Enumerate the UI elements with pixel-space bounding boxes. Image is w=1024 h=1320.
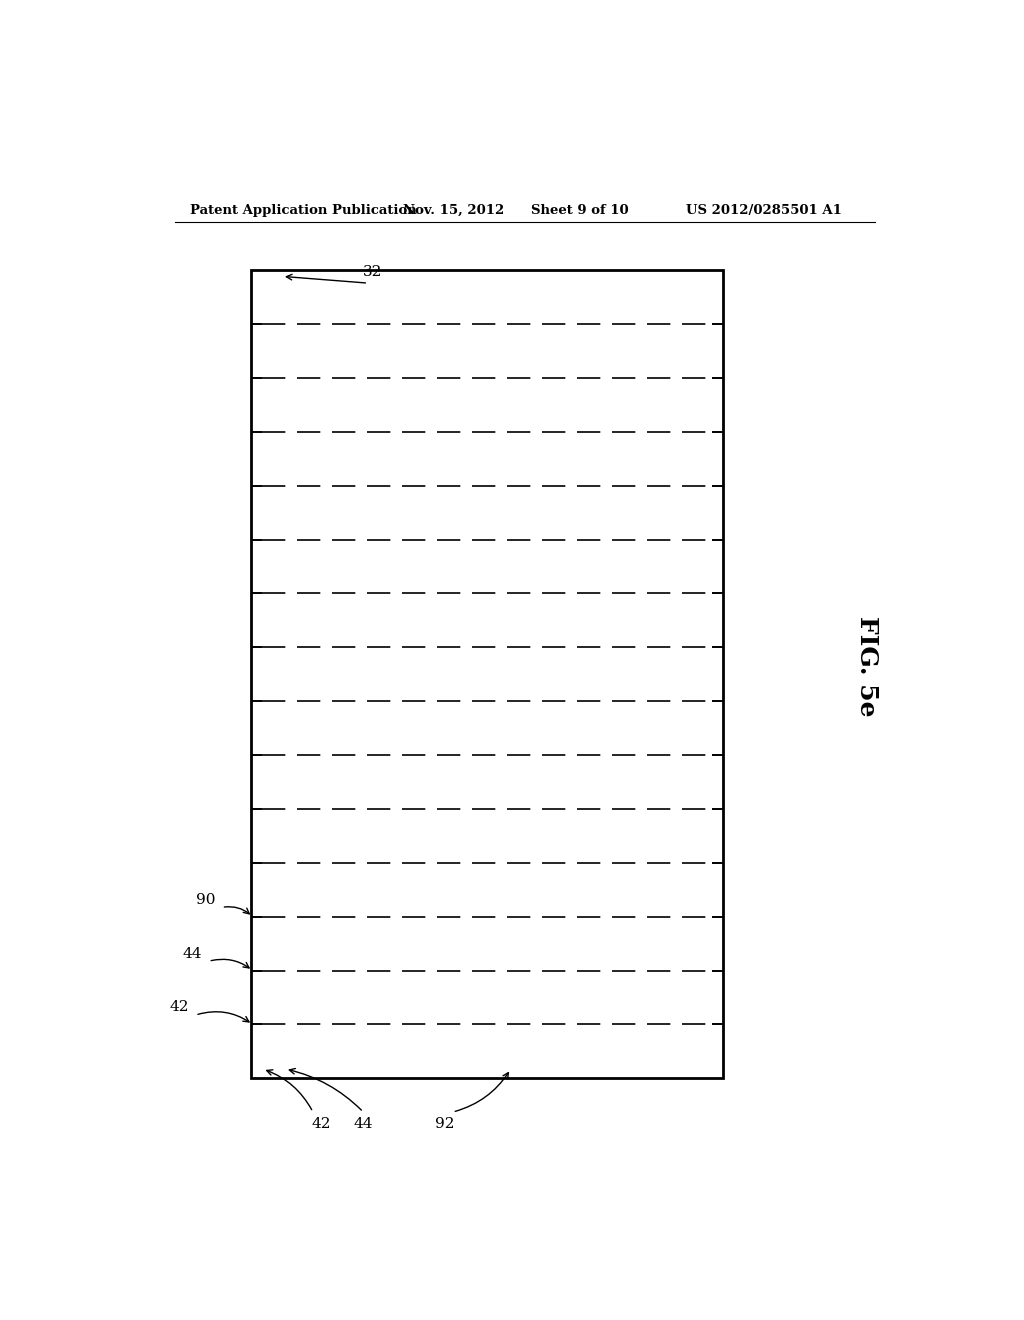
Text: Sheet 9 of 10: Sheet 9 of 10 — [531, 205, 629, 218]
Text: 42: 42 — [311, 1118, 331, 1131]
Bar — [251, 271, 723, 1078]
Text: FIG. 5e: FIG. 5e — [855, 616, 880, 717]
Text: 92: 92 — [435, 1118, 455, 1131]
Text: Patent Application Publication: Patent Application Publication — [190, 205, 417, 218]
Text: 44: 44 — [353, 1118, 373, 1131]
Text: Nov. 15, 2012: Nov. 15, 2012 — [403, 205, 505, 218]
Text: 32: 32 — [364, 265, 383, 280]
Text: 44: 44 — [182, 946, 202, 961]
Text: 90: 90 — [196, 892, 215, 907]
Text: 42: 42 — [170, 1001, 189, 1015]
Text: US 2012/0285501 A1: US 2012/0285501 A1 — [686, 205, 842, 218]
